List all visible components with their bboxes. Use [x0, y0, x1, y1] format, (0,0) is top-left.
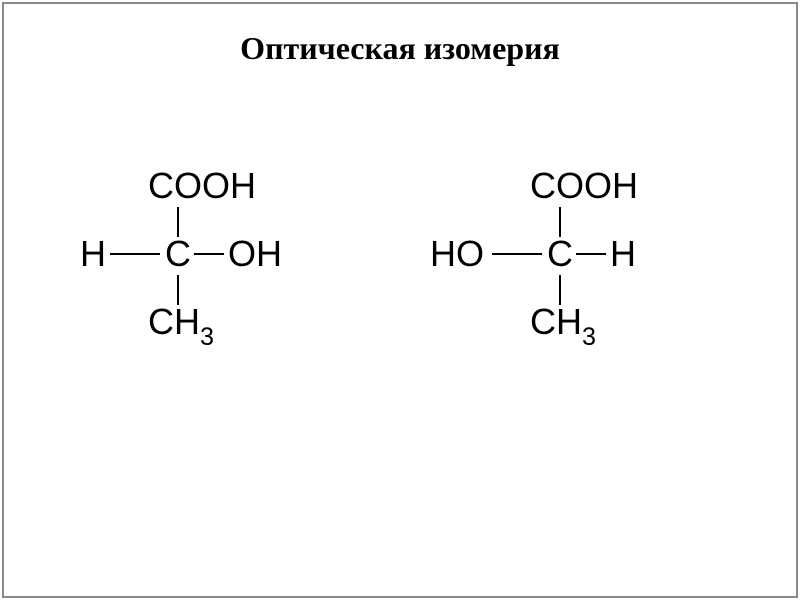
atom-cooh: COOH — [148, 165, 256, 207]
bond-h-right — [194, 253, 224, 255]
bond-v-bot — [177, 275, 179, 305]
slide-border — [2, 2, 798, 598]
atom-c-center: C — [547, 233, 573, 275]
bond-v-top — [559, 207, 561, 237]
atom-ho-left: HO — [430, 233, 484, 275]
atom-h-left: H — [80, 233, 106, 275]
slide-title: Оптическая изомерия — [0, 30, 800, 67]
bond-h-left — [492, 253, 542, 255]
bond-h-right — [576, 253, 606, 255]
atom-ch3-bottom: CH3 — [530, 301, 596, 349]
atom-oh-right: OH — [228, 233, 282, 275]
atom-c-center: C — [165, 233, 191, 275]
atom-cooh: COOH — [530, 165, 638, 207]
atom-h-right: H — [610, 233, 636, 275]
bond-v-top — [177, 207, 179, 237]
atom-ch3-bottom: CH3 — [148, 301, 214, 349]
bond-h-left — [110, 253, 160, 255]
bond-v-bot — [559, 275, 561, 305]
